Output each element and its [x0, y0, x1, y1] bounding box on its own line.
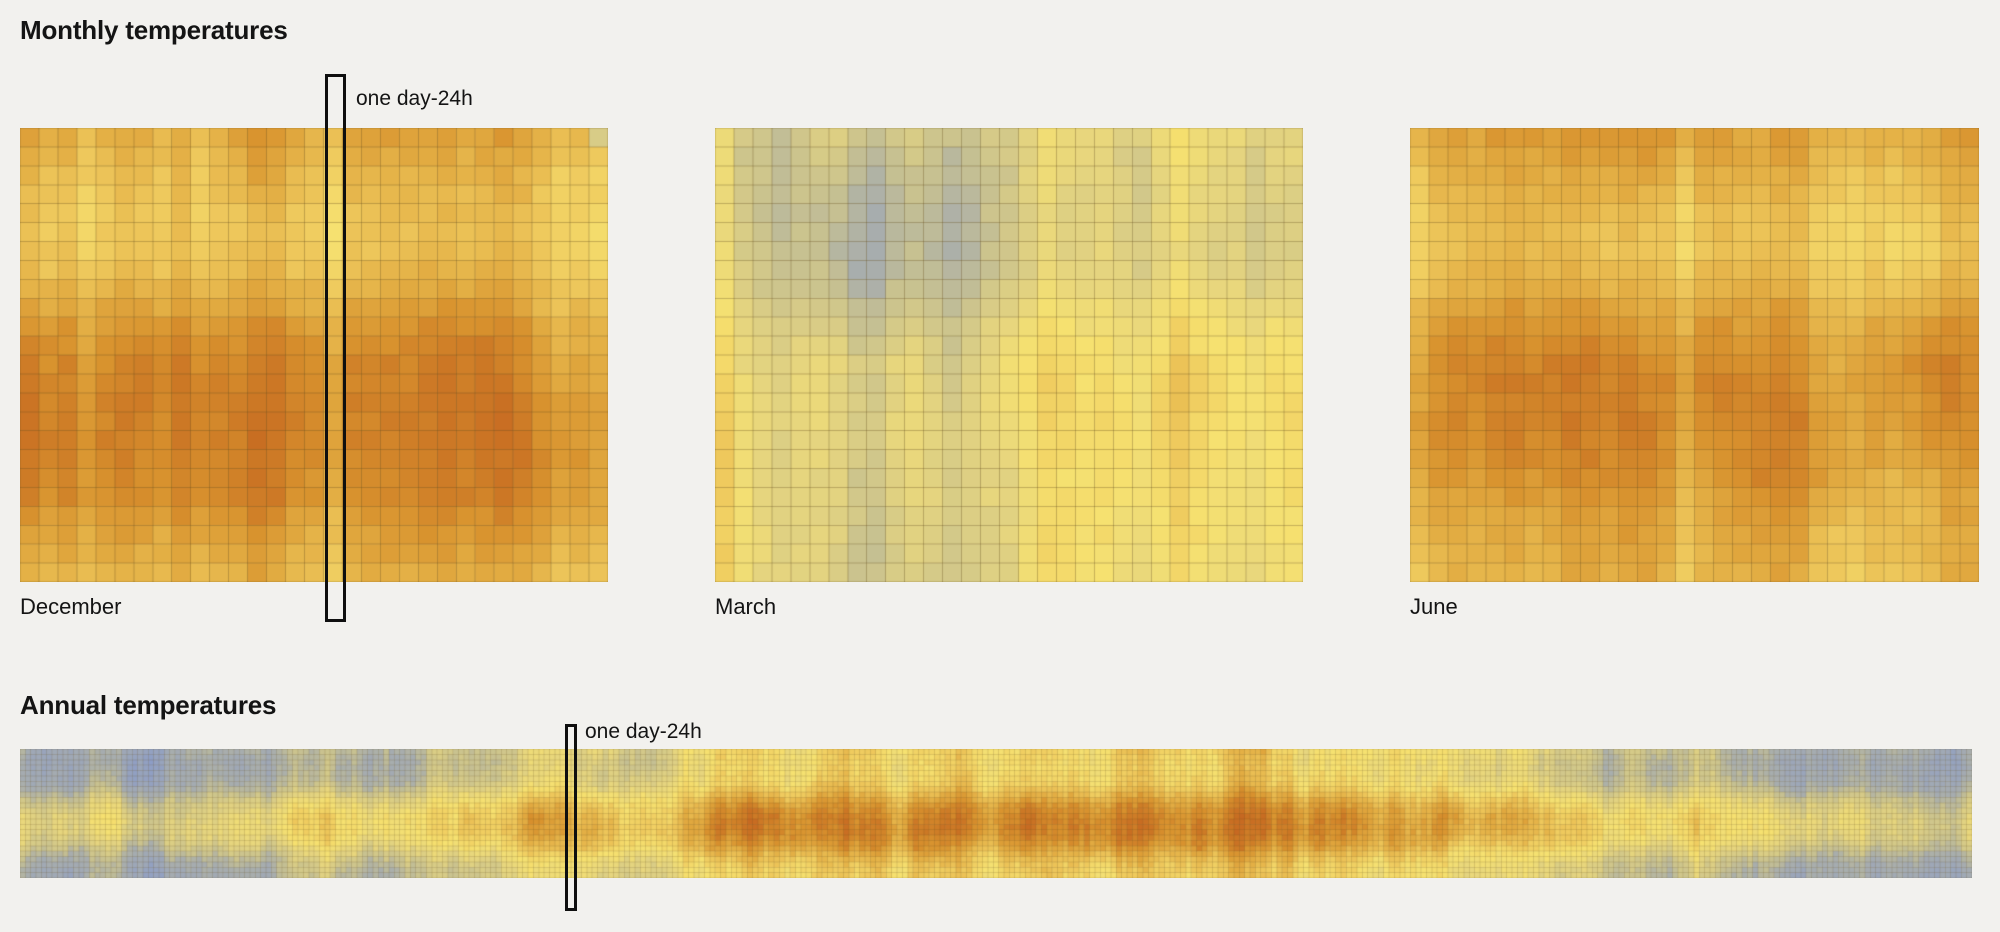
one-day-marker-annual [565, 724, 577, 911]
monthly-section-title: Monthly temperatures [20, 15, 288, 45]
march-label: March [715, 594, 777, 619]
one-day-marker-monthly-label: one day-24h [356, 87, 473, 110]
annual-section-title: Annual temperatures [20, 690, 277, 720]
december-label: December [20, 594, 122, 619]
heatmap-annual-canvas [20, 749, 1972, 878]
one-day-marker-monthly [325, 74, 346, 622]
heatmap-march-canvas [715, 128, 1303, 582]
heatmap-june-canvas [1410, 128, 1979, 582]
heatmap-december-canvas [20, 128, 608, 582]
one-day-marker-annual-label: one day-24h [585, 720, 702, 743]
june-label: June [1410, 594, 1458, 619]
